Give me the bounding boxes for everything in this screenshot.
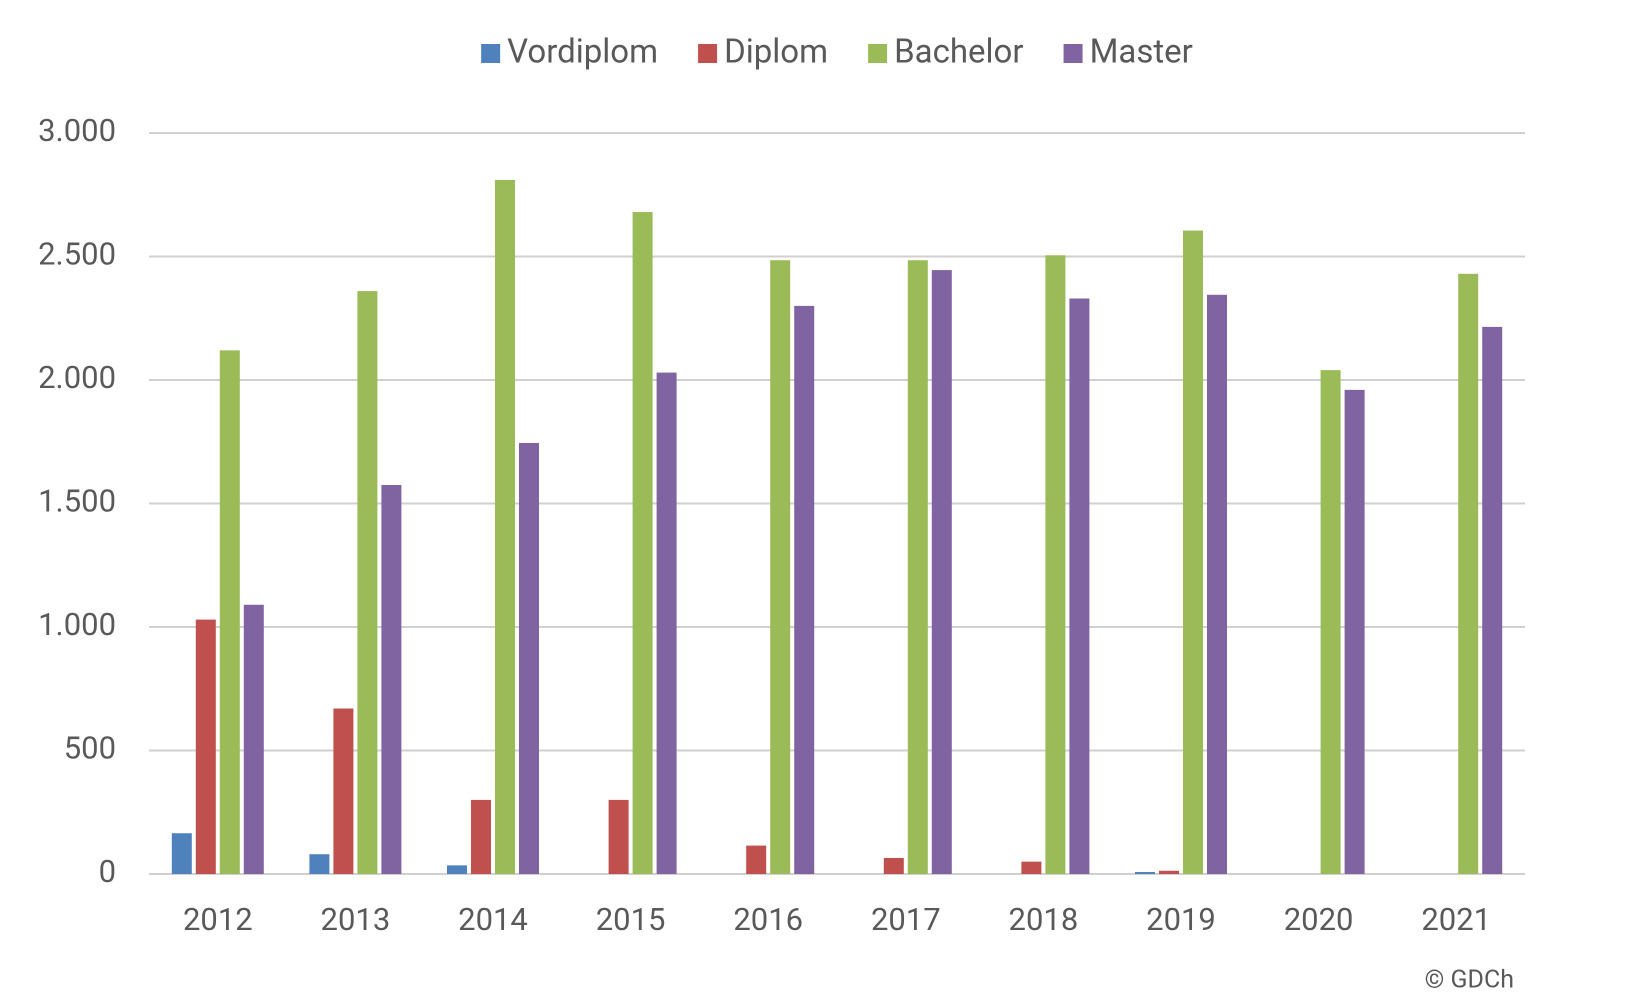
bar [495, 179, 515, 874]
bar [447, 865, 467, 874]
bar [1458, 273, 1479, 874]
bar [632, 212, 653, 875]
bar [1344, 389, 1365, 874]
y-tick-label: 2.000 [38, 359, 116, 396]
bar [746, 845, 767, 874]
legend-swatch [868, 44, 888, 63]
bar [171, 833, 192, 874]
y-tick-label: 2.500 [38, 236, 116, 273]
y-tick-label: 1.000 [38, 606, 116, 643]
y-tick-label: 1.500 [38, 483, 116, 520]
x-tick-label: 2016 [733, 901, 803, 938]
x-tick-label: 2017 [871, 901, 941, 938]
bar [357, 291, 378, 875]
legend-swatch [481, 44, 501, 63]
bar [608, 799, 629, 874]
bar [381, 484, 402, 874]
bar [219, 350, 240, 874]
x-tick-label: 2018 [1009, 901, 1079, 938]
y-tick-label: 500 [64, 730, 116, 767]
y-tick-label: 0 [99, 853, 116, 890]
bar [1021, 861, 1042, 874]
legend-swatch [1063, 44, 1083, 63]
x-tick-label: 2015 [596, 901, 666, 938]
bar [243, 604, 264, 874]
legend-label: Vordiplom [507, 33, 658, 72]
bar [333, 708, 354, 874]
x-tick-label: 2014 [458, 901, 528, 938]
bar [907, 260, 928, 875]
legend-label: Bachelor [894, 33, 1024, 72]
legend-swatch [698, 44, 718, 63]
bar [519, 442, 539, 874]
bar [1320, 370, 1341, 874]
bar [309, 854, 330, 874]
bar [1482, 326, 1503, 874]
bar [1183, 230, 1203, 874]
source: © GDCh [1425, 966, 1514, 995]
x-tick-label: 2020 [1284, 901, 1354, 938]
bar [195, 619, 216, 874]
bar [1135, 872, 1155, 874]
bar [471, 799, 491, 874]
bar [1159, 870, 1179, 874]
y-tick-label: 3.000 [38, 112, 116, 149]
x-tick-label: 2013 [321, 901, 391, 938]
bar [1045, 255, 1066, 874]
x-tick-label: 2021 [1421, 901, 1491, 938]
bar [770, 260, 791, 875]
x-tick-label: 2019 [1146, 901, 1216, 938]
bar [656, 372, 677, 874]
x-tick-label: 2012 [183, 901, 253, 938]
bar [1207, 294, 1227, 874]
bar [931, 270, 952, 875]
bar [1069, 298, 1090, 874]
bar [883, 857, 904, 874]
legend-label: Diplom [724, 33, 828, 72]
bar [794, 305, 815, 874]
legend-label: Master [1090, 33, 1193, 72]
